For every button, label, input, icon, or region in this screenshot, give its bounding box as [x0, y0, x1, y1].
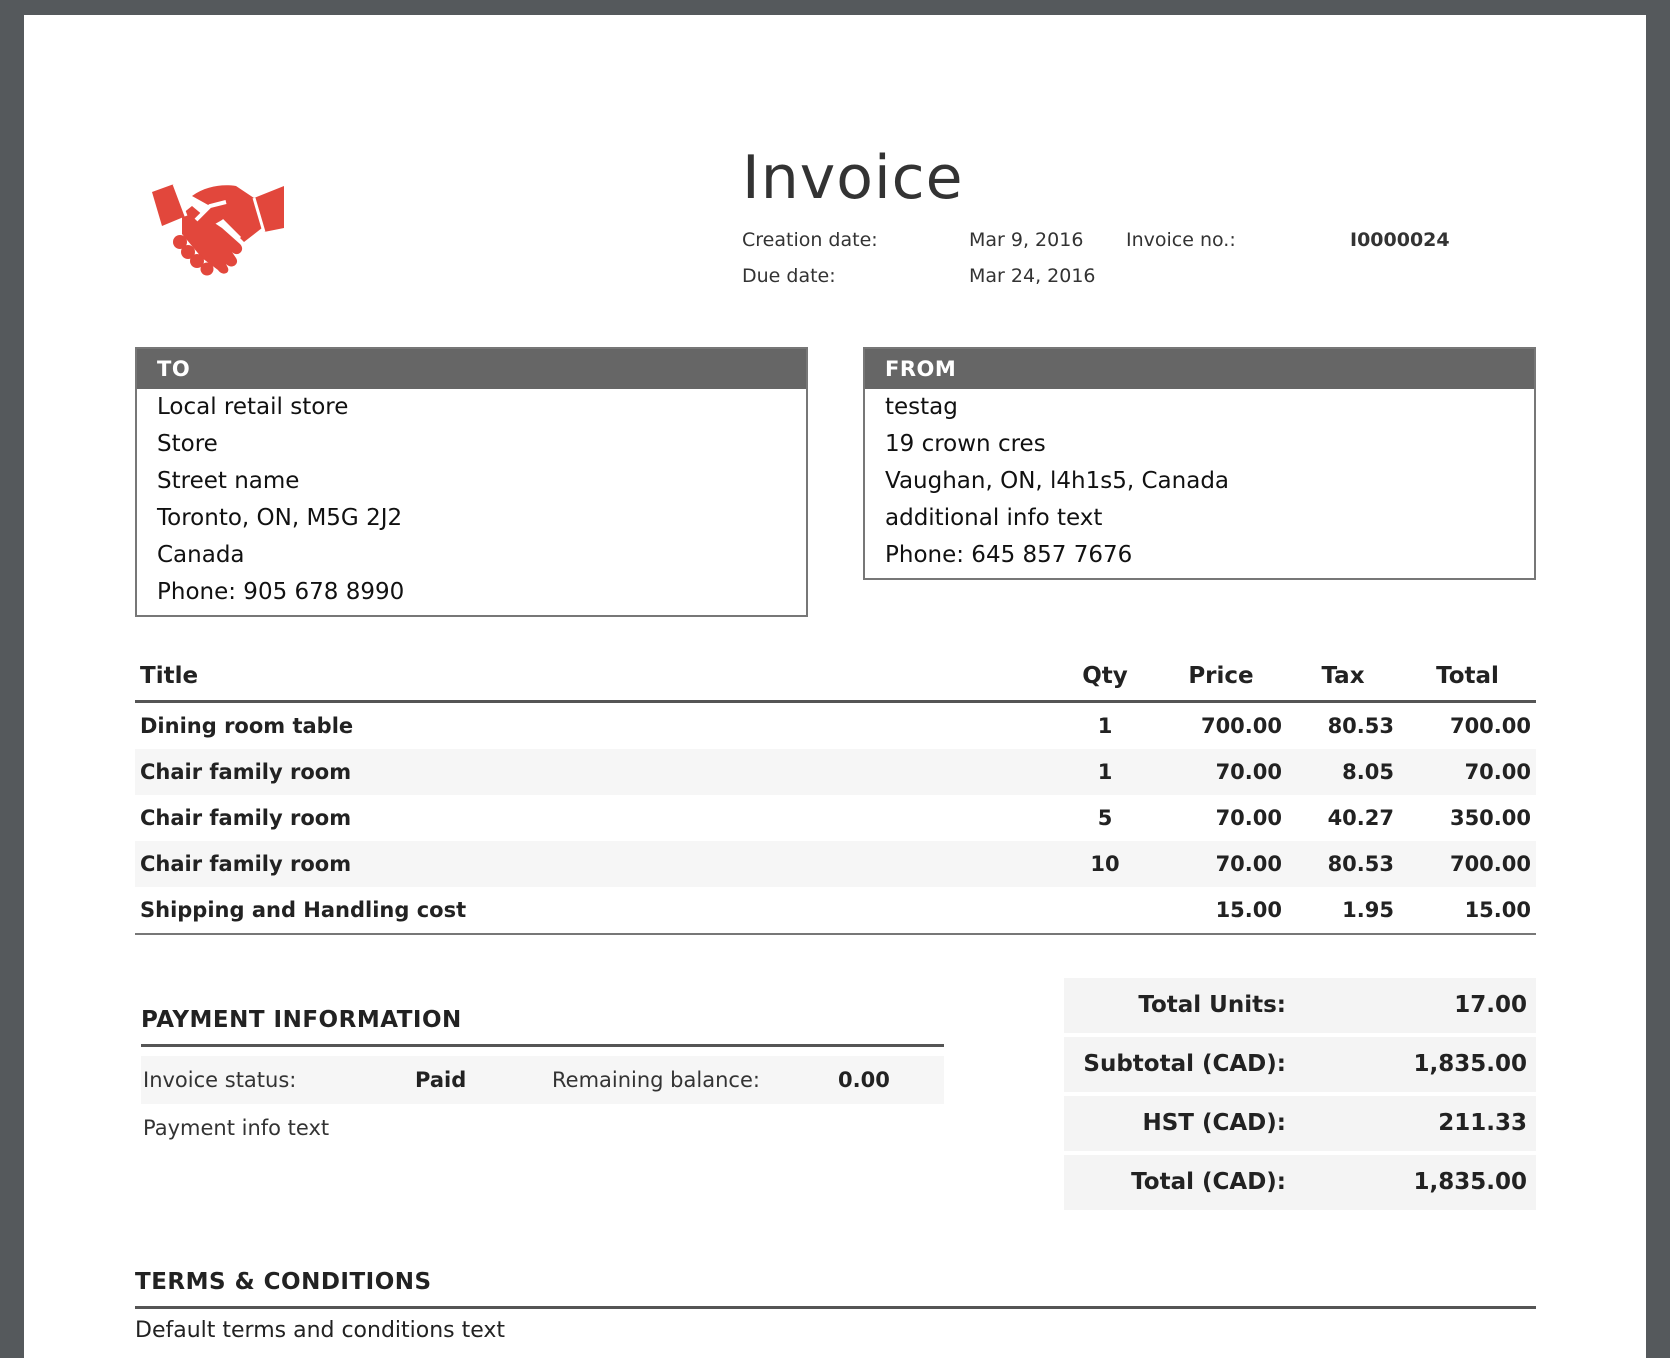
total-units-label: Total Units: — [1138, 992, 1286, 1018]
invoice-status-value: Paid — [415, 1068, 467, 1092]
col-qty-header: Qty — [1055, 652, 1155, 703]
total-units-row: Total Units: 17.00 — [1064, 978, 1536, 1033]
invoice-page: Invoice Creation date: Mar 9, 2016 Invoi… — [24, 15, 1646, 1358]
subtotal-row: Subtotal (CAD): 1,835.00 — [1064, 1037, 1536, 1092]
col-total-header: Total — [1399, 652, 1536, 703]
item-tax: 80.53 — [1287, 841, 1399, 887]
to-line: Phone: 905 678 8990 — [157, 579, 405, 605]
item-qty: 1 — [1055, 749, 1155, 795]
item-price: 70.00 — [1215, 806, 1282, 830]
creation-date-label: Creation date: — [742, 229, 878, 251]
from-header: FROM — [865, 349, 1534, 389]
table-header-row: Title Qty Price Tax Total — [135, 652, 1536, 703]
table-row: Chair family room 10 70.00 80.53 700.00 — [135, 841, 1536, 887]
col-title-header: Title — [135, 652, 1055, 703]
item-title: Shipping and Handling cost — [135, 887, 1055, 935]
creation-date-value: Mar 9, 2016 — [969, 229, 1084, 251]
terms-text: Default terms and conditions text — [135, 1318, 506, 1343]
item-title: Dining room table — [140, 714, 354, 738]
remaining-balance-label: Remaining balance: — [552, 1068, 760, 1092]
from-line: Vaughan, ON, l4h1s5, Canada — [885, 468, 1230, 494]
item-price: 70.00 — [1155, 749, 1287, 795]
from-line: testag — [885, 394, 958, 420]
item-title: Chair family room — [135, 749, 1055, 795]
invoice-status-label: Invoice status: — [143, 1068, 297, 1092]
terms-divider — [135, 1306, 1536, 1309]
item-tax: 40.27 — [1327, 806, 1394, 830]
item-total: 700.00 — [1399, 841, 1536, 887]
to-line: Local retail store — [157, 394, 349, 420]
item-tax: 1.95 — [1287, 887, 1399, 935]
grand-total-label: Total (CAD): — [1131, 1169, 1286, 1195]
subtotal-value: 1,835.00 — [1413, 1051, 1528, 1077]
from-line: additional info text — [885, 505, 1103, 531]
item-qty: 10 — [1055, 841, 1155, 887]
table-row: Shipping and Handling cost 15.00 1.95 15… — [135, 887, 1536, 935]
grand-total-value: 1,835.00 — [1413, 1169, 1528, 1195]
page-title: Invoice — [742, 143, 964, 213]
item-tax: 8.05 — [1287, 749, 1399, 795]
item-title: Chair family room — [140, 806, 352, 830]
payment-info-text: Payment info text — [143, 1116, 330, 1140]
item-total: 700.00 — [1449, 714, 1531, 738]
col-tax-header: Tax — [1287, 652, 1399, 703]
item-title: Chair family room — [135, 841, 1055, 887]
remaining-balance-value: 0.00 — [838, 1068, 890, 1092]
item-price: 70.00 — [1155, 841, 1287, 887]
to-line: Toronto, ON, M5G 2J2 — [157, 505, 403, 531]
to-line: Canada — [157, 542, 245, 568]
payment-divider — [141, 1044, 944, 1047]
item-qty: 5 — [1097, 806, 1113, 830]
subtotal-label: Subtotal (CAD): — [1083, 1051, 1286, 1077]
to-header: TO — [137, 349, 806, 389]
item-qty: 1 — [1097, 714, 1113, 738]
handshake-icon — [152, 183, 284, 276]
to-line: Store — [157, 431, 218, 457]
table-row: Dining room table 1 700.00 80.53 700.00 — [135, 702, 1536, 750]
table-row: Chair family room 5 70.00 40.27 350.00 — [135, 795, 1536, 841]
grand-total-row: Total (CAD): 1,835.00 — [1064, 1155, 1536, 1210]
hst-row: HST (CAD): 211.33 — [1064, 1096, 1536, 1151]
item-total: 70.00 — [1399, 749, 1536, 795]
to-line: Street name — [157, 468, 300, 494]
terms-title: TERMS & CONDITIONS — [135, 1269, 432, 1295]
item-price: 15.00 — [1155, 887, 1287, 935]
due-date-label: Due date: — [742, 265, 836, 287]
invoice-no-value: I0000024 — [1350, 229, 1450, 251]
from-line: 19 crown cres — [885, 431, 1046, 457]
due-date-value: Mar 24, 2016 — [969, 265, 1096, 287]
line-items-table: Title Qty Price Tax Total Dining room ta… — [135, 652, 1536, 935]
hst-label: HST (CAD): — [1142, 1110, 1286, 1136]
totals-summary: Total Units: 17.00 Subtotal (CAD): 1,835… — [1064, 978, 1536, 1214]
col-price-header: Price — [1155, 652, 1287, 703]
payment-info-title: PAYMENT INFORMATION — [141, 1007, 462, 1033]
table-row: Chair family room 1 70.00 8.05 70.00 — [135, 749, 1536, 795]
from-address-box: FROM testag 19 crown cres Vaughan, ON, l… — [863, 347, 1536, 580]
invoice-no-label: Invoice no.: — [1126, 229, 1236, 251]
payment-status-row: Invoice status: Paid Remaining balance: … — [141, 1056, 944, 1104]
item-price: 700.00 — [1200, 714, 1282, 738]
hst-value: 211.33 — [1438, 1110, 1527, 1136]
item-total: 350.00 — [1449, 806, 1531, 830]
total-units-value: 17.00 — [1454, 992, 1527, 1018]
from-line: Phone: 645 857 7676 — [885, 542, 1133, 568]
to-address-box: TO Local retail store Store Street name … — [135, 347, 808, 617]
item-total: 15.00 — [1399, 887, 1536, 935]
item-qty — [1055, 887, 1155, 935]
item-tax: 80.53 — [1327, 714, 1394, 738]
